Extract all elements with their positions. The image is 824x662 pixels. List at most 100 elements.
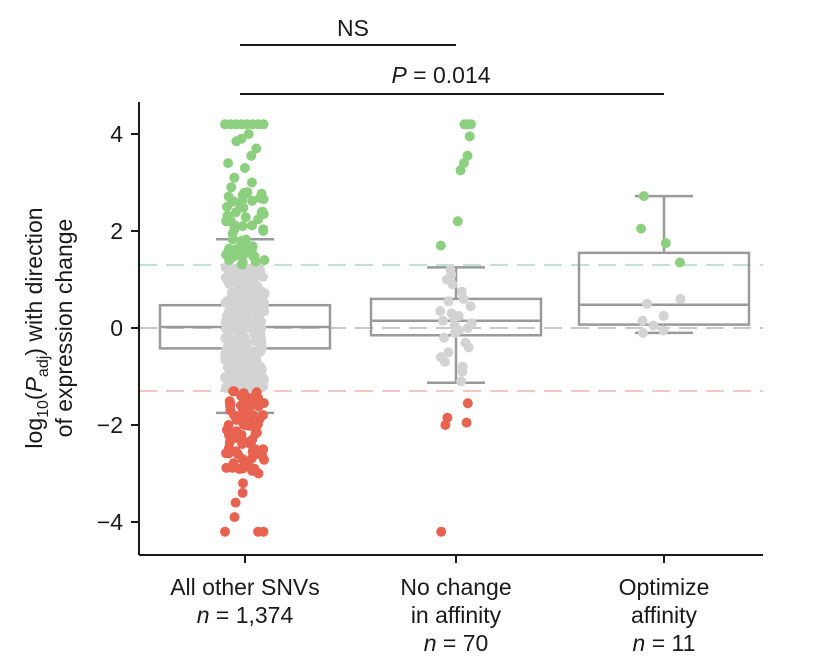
data-point	[224, 255, 235, 266]
data-point	[251, 427, 262, 438]
data-point	[225, 400, 235, 411]
data-point	[456, 376, 467, 387]
data-point	[466, 119, 476, 130]
data-point	[247, 195, 258, 206]
data-point	[220, 262, 231, 273]
data-point	[465, 301, 476, 312]
data-point	[439, 356, 450, 367]
data-point	[462, 323, 473, 333]
y-axis-label-log: log	[21, 418, 47, 449]
x-ticks	[244, 555, 665, 563]
data-point	[259, 306, 270, 317]
data-point	[258, 526, 269, 537]
data-point	[224, 243, 234, 254]
data-point	[238, 419, 249, 430]
data-point	[435, 240, 446, 251]
data-point	[238, 202, 249, 213]
data-point	[447, 279, 458, 290]
data-point	[443, 296, 454, 307]
data-point	[455, 165, 466, 176]
data-point	[238, 286, 249, 297]
data-point	[461, 417, 472, 428]
data-point	[450, 327, 460, 338]
data-point	[252, 357, 262, 368]
data-point	[240, 235, 251, 246]
data-point	[239, 188, 250, 198]
data-point	[249, 463, 260, 474]
data-point	[638, 191, 649, 202]
x-label-group3-n-value: = 11	[645, 630, 695, 656]
data-point	[637, 315, 648, 326]
x-label-group1: All other SNVs	[170, 574, 320, 600]
data-point	[674, 257, 685, 268]
data-point	[236, 259, 247, 270]
box-iqr-3	[577, 251, 751, 326]
data-point	[229, 319, 240, 330]
x-label-group3-line2: affinity	[631, 602, 698, 628]
data-point	[243, 303, 253, 314]
y-tick-label-1: 2	[110, 218, 123, 244]
data-point	[258, 119, 269, 130]
data-point	[237, 221, 248, 232]
data-point	[258, 410, 268, 421]
data-point	[235, 296, 246, 307]
data-point	[246, 349, 257, 360]
data-point	[227, 304, 238, 315]
data-point	[638, 327, 649, 338]
data-point	[250, 264, 261, 275]
x-label-group3-n: n = 11	[633, 630, 696, 656]
y-axis-label-open: (	[21, 392, 47, 400]
data-point	[449, 313, 460, 324]
data-point	[463, 342, 474, 353]
data-point	[231, 426, 242, 437]
y-axis-label: log10(Padj) with direction	[21, 207, 52, 448]
data-point	[241, 437, 252, 448]
data-point	[259, 454, 269, 465]
y-axis-label-rest: ) with direction	[21, 207, 47, 355]
data-point	[253, 335, 264, 346]
data-point	[648, 320, 659, 331]
data-point	[239, 163, 250, 173]
significance-label-ns: NS	[337, 15, 369, 41]
data-point	[253, 214, 264, 225]
data-point	[443, 347, 454, 358]
data-point	[462, 398, 473, 409]
data-point	[464, 131, 475, 142]
x-label-group1-n-var: n	[197, 602, 210, 628]
x-label-group3: Optimize	[619, 574, 710, 600]
x-labels: All other SNVs n = 1,374 No change in af…	[170, 574, 709, 656]
significance-label-p-value: = 0.014	[407, 62, 491, 88]
significance-label-p-var: P	[391, 62, 407, 88]
data-point	[237, 487, 248, 498]
y-axis-label-p: P	[21, 376, 47, 392]
data-point	[253, 401, 264, 412]
x-label-group2-n-var: n	[424, 630, 437, 656]
data-point	[247, 446, 258, 457]
data-point	[229, 172, 240, 183]
x-label-group2-n: n = 70	[424, 630, 489, 656]
data-point	[251, 143, 262, 154]
data-point	[220, 526, 230, 537]
data-point	[224, 367, 235, 378]
data-point	[226, 287, 237, 298]
data-point	[223, 191, 234, 202]
data-point	[225, 215, 236, 226]
data-point	[660, 238, 671, 249]
x-label-group1-n: n = 1,374	[197, 602, 294, 628]
data-point	[221, 344, 232, 355]
data-points	[220, 119, 686, 537]
data-point	[222, 201, 232, 212]
data-point	[229, 512, 240, 523]
y-tick-label-4: −4	[97, 509, 123, 535]
data-point	[435, 306, 446, 316]
data-point	[240, 212, 251, 223]
significance-brackets: NS P = 0.014	[240, 15, 664, 95]
data-point	[235, 342, 246, 353]
data-point	[439, 332, 449, 343]
data-point	[223, 158, 234, 169]
data-point	[243, 129, 254, 139]
data-point	[252, 419, 263, 430]
data-point	[675, 293, 686, 304]
data-point	[255, 321, 266, 331]
data-point	[258, 271, 268, 282]
